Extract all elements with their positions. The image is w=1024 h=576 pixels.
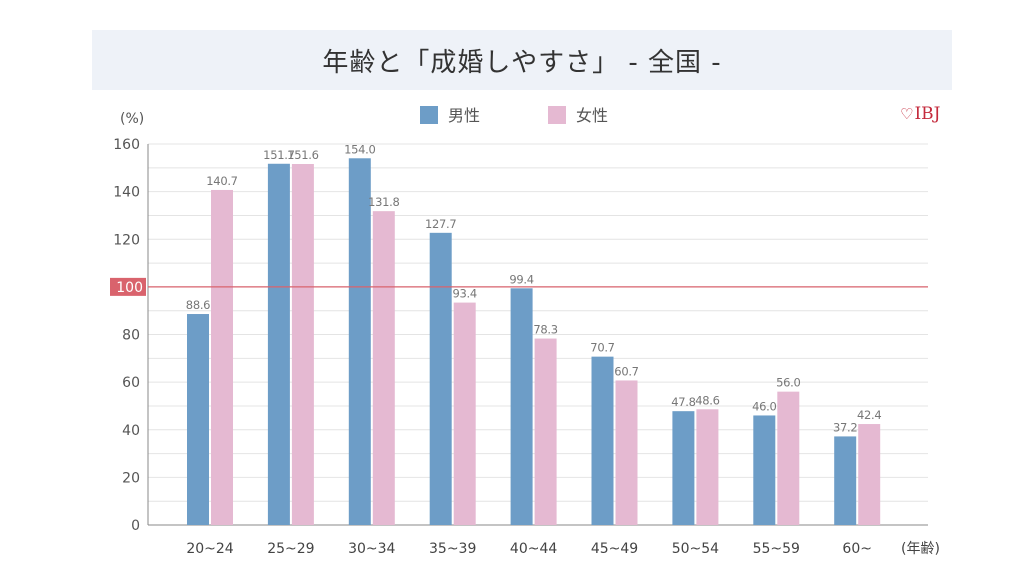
data-label: 93.4 [452,287,476,301]
data-label: 127.7 [425,217,456,231]
x-tick-label: 45~49 [591,541,638,557]
bar-male [672,411,695,525]
bar-female [211,189,233,525]
title-bar: 年齢と「成婚しやすさ」 - 全国 - [92,30,952,90]
bar-male [187,314,209,525]
bar-female [534,338,557,525]
bar-female [291,164,314,525]
data-label: 154.0 [344,142,375,156]
data-label: 46.0 [752,399,776,413]
data-label: 151.7 [263,148,294,162]
data-label: 37.2 [833,420,857,434]
y-tick-label: 20 [122,470,140,486]
bar-male [348,158,371,525]
bar-male [267,163,290,525]
data-label: 48.6 [695,393,719,407]
bar-female [372,211,395,525]
x-tick-label: 25~29 [267,541,314,557]
legend-swatch [548,106,566,124]
x-tick-label: 35~39 [429,541,476,557]
y-tick-label: 80 [122,328,140,344]
y-tick-label: 0 [131,518,140,534]
y-tick-label: 100 [116,280,143,296]
data-label: 151.6 [287,148,318,162]
x-tick-label: 20~24 [186,541,233,557]
legend-swatch [420,106,438,124]
x-tick-label: 60~ [842,541,872,557]
bar-male [834,436,857,525]
y-tick-label: 160 [113,137,140,153]
bar-male [510,288,533,525]
bar-female [615,380,638,525]
ibj-logo: ♡ IBJ [900,104,940,124]
data-label: 60.7 [614,364,638,378]
bar-female [777,391,800,525]
x-axis-label: (年齢) [901,541,940,557]
data-label: 99.4 [509,272,533,286]
y-tick-label: 120 [113,232,140,248]
y-axis-label: (%) [120,111,144,127]
bar-male [753,415,776,525]
data-label: 78.3 [533,323,557,337]
reference-label-bg [110,277,146,296]
data-label: 56.0 [776,376,800,390]
data-label: 70.7 [590,341,614,355]
data-label: 88.6 [186,298,210,312]
x-tick-label: 30~34 [348,541,395,557]
y-tick-label: 40 [122,423,140,439]
bar-male [429,232,452,525]
data-label: 47.8 [671,395,695,409]
bar-female [453,302,476,525]
y-tick-label: 140 [113,185,140,201]
y-tick-label: 60 [122,375,140,391]
logo-text: IBJ [914,104,941,124]
data-label: 140.7 [206,174,237,188]
bar-male [591,356,614,525]
bar-female [696,409,719,525]
x-tick-label: 40~44 [510,541,557,557]
bar-female [858,424,881,525]
legend-label: 男性 [448,106,480,125]
x-tick-label: 55~59 [753,541,800,557]
chart-title: 年齢と「成婚しやすさ」 - 全国 - [322,47,722,78]
heart-icon: ♡ [900,105,914,123]
legend-label: 女性 [576,106,608,125]
x-tick-label: 50~54 [672,541,719,557]
data-label: 42.4 [857,408,881,422]
data-label: 131.8 [368,195,399,209]
